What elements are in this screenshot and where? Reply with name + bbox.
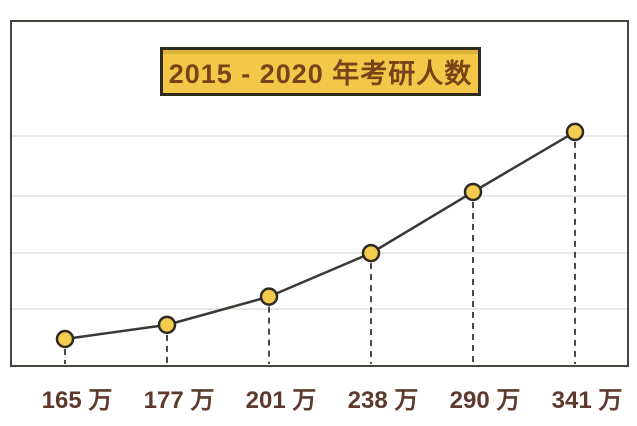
x-axis-label: 238 万 — [347, 387, 419, 414]
x-axis-label: 290 万 — [449, 387, 521, 414]
chart-title: 2015 - 2020 年考研人数 — [168, 59, 473, 89]
x-axis-label: 341 万 — [551, 387, 623, 414]
x-axis-label: 201 万 — [245, 387, 317, 414]
data-point — [157, 315, 177, 335]
chart-title-box: 2015 - 2020 年考研人数 — [160, 47, 481, 96]
data-point — [361, 243, 381, 263]
data-point — [55, 329, 75, 349]
trend-line — [63, 130, 577, 341]
data-point — [565, 122, 585, 142]
x-axis-label: 177 万 — [143, 387, 215, 414]
data-point — [463, 182, 483, 202]
data-point — [259, 287, 279, 306]
x-axis-label: 165 万 — [41, 387, 113, 414]
